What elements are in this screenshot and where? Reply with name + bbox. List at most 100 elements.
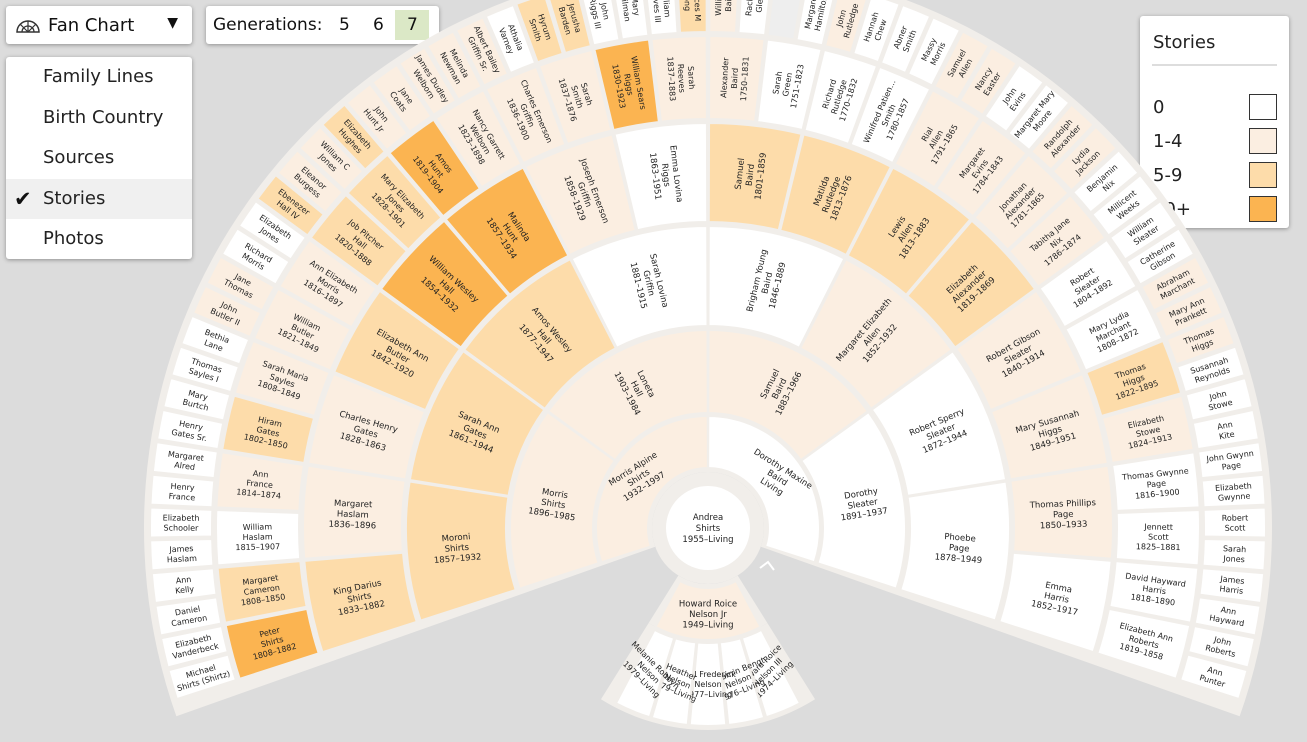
ancestor-wedge[interactable]: William SearsRiggs1830–1923	[593, 38, 660, 132]
ancestor-wedge[interactable]: HenryGates Sr.	[155, 408, 225, 451]
child-wedge[interactable]: HeatherNelson1979–Living	[650, 637, 706, 727]
ancestor-wedge[interactable]: Charles EmersonGriffin1836–1900	[484, 65, 567, 165]
ancestor-wedge[interactable]: CatherineGibson	[1125, 227, 1196, 286]
ancestor-wedge[interactable]: Frances MLong	[677, 0, 708, 34]
ancestor-wedge[interactable]: JaneThomas	[205, 255, 276, 312]
ancestor-wedge[interactable]: Charles HenryGates1828–1863	[307, 372, 427, 481]
ancestor-wedge[interactable]: MargaretEvins1784–1843	[934, 118, 1028, 218]
ancestor-wedge[interactable]: JamesHarris	[1198, 567, 1266, 605]
ancestor-wedge[interactable]: Amos WesleyHall1877–1947	[462, 257, 618, 411]
ancestor-wedge[interactable]: Sarah LovinaGriffin1881–1915	[570, 224, 709, 350]
ancestor-wedge[interactable]: RachelGlen	[737, 0, 772, 37]
ancestor-wedge[interactable]: ThomasSayles I	[170, 345, 241, 394]
ancestor-wedge[interactable]: JamesHaslam	[149, 538, 215, 572]
ancestor-wedge[interactable]: LydiaJackson	[1051, 125, 1119, 192]
ancestor-wedge[interactable]: MassyMorris	[906, 16, 962, 87]
ancestor-wedge[interactable]: RichardMorris	[220, 227, 291, 286]
ancestor-wedge[interactable]: AbrahamMarchant	[1140, 255, 1211, 312]
ancestor-wedge[interactable]: SamuelBaird1883–1966	[707, 328, 870, 462]
ancestor-wedge[interactable]: SarahGreen1751–1823	[756, 38, 823, 132]
ancestor-wedge[interactable]: Mary LydiaMarchant1808–1872	[1064, 287, 1164, 372]
ancestor-wedge[interactable]: EbenezerHall IV	[256, 173, 326, 237]
ancestor-wedge[interactable]: LewisAllen1813–1883	[846, 166, 972, 297]
ancestor-wedge[interactable]: MargaretHaslam1836–1896	[302, 464, 407, 560]
ancestor-wedge[interactable]: MaryGilman	[611, 0, 650, 41]
ancestor-wedge[interactable]: AnnHayward	[1193, 596, 1262, 637]
ancestor-wedge[interactable]: AnnKite	[1191, 408, 1261, 451]
ancestor-wedge[interactable]: MargaretAlred	[151, 441, 220, 480]
ancestor-wedge[interactable]: JennettScott1825–1881	[1114, 508, 1201, 567]
ancestor-wedge[interactable]: David HaywardHarris1818–1890	[1108, 560, 1200, 624]
ancestor-wedge[interactable]: SusannahReynolds	[1175, 345, 1246, 394]
ancestor-wedge[interactable]: Elizabeth Schooler	[149, 506, 214, 539]
ancestor-wedge[interactable]: HiramGates1802–1850	[221, 394, 316, 465]
ancestor-wedge[interactable]: Mary AnnPrankett	[1153, 284, 1225, 339]
ancestor-wedge[interactable]: SarahReeves1837–1883	[650, 34, 708, 123]
ancestor-wedge[interactable]: MargaretCameron1808–1850	[216, 560, 308, 624]
ancestor-wedge[interactable]: ElizabethAlexander1819–1869	[905, 219, 1037, 349]
menu-item-family-lines[interactable]: Family Lines	[6, 57, 192, 98]
ancestor-wedge[interactable]: Thomas GwynnePage1816–1900	[1110, 451, 1201, 512]
generation-option-5[interactable]: 5	[339, 15, 350, 35]
ancestor-wedge[interactable]: Sarah AnnGates1861–1944	[408, 349, 546, 498]
ancestor-wedge[interactable]: RichardRutledge1770–1832	[803, 48, 879, 146]
menu-item-stories[interactable]: ✔ Stories	[6, 178, 192, 219]
ancestor-wedge[interactable]: Tabitha JaneNix1786–1874	[1007, 193, 1107, 289]
ancestor-wedge[interactable]: MalindaHunt1857–1934	[444, 166, 570, 297]
ancestor-wedge[interactable]	[766, 0, 805, 41]
expand-descendants-icon[interactable]	[759, 560, 775, 571]
child-wedge[interactable]: Paul Frederick Nelson 1977–Living	[680, 641, 736, 728]
ancestor-wedge[interactable]: EmmaHarris1852–1917	[998, 551, 1113, 654]
ancestor-wedge[interactable]: ElizabethStowe1824–1913	[1100, 394, 1195, 465]
ancestor-wedge[interactable]: MichaelShirts (Shirtz)	[167, 653, 238, 701]
child-wedge[interactable]: Benjamin BengtNelson1976–Living	[703, 637, 773, 727]
ancestor-wedge[interactable]: MoroniShirts1857–1932	[405, 480, 517, 622]
menu-item-photos[interactable]: Photos	[6, 219, 192, 260]
chart-type-dropdown[interactable]: Fan Chart ▼	[6, 6, 192, 44]
ancestor-wedge[interactable]: DanielCameron	[154, 596, 223, 637]
ancestor-wedge[interactable]: AbnerSmith	[879, 3, 932, 75]
ancestor-wedge[interactable]: JohnStowe	[1184, 376, 1254, 422]
ancestor-wedge[interactable]: JohnRutledge	[823, 0, 869, 55]
ancestor-wedge[interactable]: AnnFrance1814–1874	[215, 451, 306, 512]
ancestor-wedge[interactable]: Winifred Patien…Smith1780–1857	[849, 65, 932, 165]
ancestor-wedge[interactable]: Elizabeth AnnButler1842–1920	[332, 289, 462, 412]
ancestor-wedge[interactable]: HyrumSmith	[514, 0, 565, 64]
center-person[interactable]: Andrea Shirts 1955–Living	[652, 472, 764, 584]
ancestor-wedge[interactable]: JohnRoberts	[1187, 624, 1257, 669]
ancestor-wedge[interactable]: JohnEvins	[983, 63, 1046, 134]
menu-item-sources[interactable]: Sources	[6, 138, 192, 179]
generation-option-6[interactable]: 6	[373, 15, 384, 35]
ancestor-wedge[interactable]: RobertSleater1804–1892	[1038, 238, 1139, 329]
ancestor-wedge[interactable]: MorrisShirts1896–1985	[509, 410, 617, 590]
ancestor-wedge[interactable]: MillicentWeeks	[1090, 173, 1160, 237]
ancestor-wedge[interactable]: King DariusShirts1833–1882	[303, 551, 418, 654]
ancestor-wedge[interactable]: AlexanderBaird1750–1831	[708, 34, 766, 123]
ancestor-wedge[interactable]: Emma LovinaRiggs1863–1951	[613, 121, 709, 232]
spouse-wedge[interactable]: Howard Roice Nelson Jr 1949–Living	[648, 575, 768, 641]
ancestor-wedge[interactable]: John GwynnPage	[1196, 441, 1265, 480]
ancestor-wedge[interactable]: JohnButler II	[191, 284, 263, 339]
ancestor-wedge[interactable]: ElizabethGwynne	[1200, 473, 1267, 509]
ancestor-wedge[interactable]: ThomasHiggs	[1165, 314, 1236, 366]
ancestor-wedge[interactable]: ThomasHiggs1822–1895	[1084, 339, 1183, 418]
ancestor-wedge[interactable]: Robert GibsonSleater1840–1914	[954, 289, 1084, 412]
ancestor-wedge[interactable]: BenjaminNix	[1071, 148, 1140, 214]
ancestor-wedge[interactable]: WilliamReeves III	[644, 0, 679, 37]
ancestor-wedge[interactable]: Thomas PhillipsPage1850–1933	[1009, 464, 1114, 560]
ancestor-wedge[interactable]: NancyEaster	[958, 45, 1019, 117]
ancestor-wedge[interactable]: ElizabethVanderbeck	[159, 624, 229, 669]
ancestor-wedge[interactable]: William CJones	[297, 125, 365, 192]
ancestor-wedge[interactable]: SamuelAllen	[932, 30, 991, 101]
ancestor-wedge[interactable]: HannahChew	[851, 0, 902, 64]
ancestor-wedge[interactable]: William WesleyHall1854–1932	[379, 219, 511, 349]
ancestor-wedge[interactable]: Morris AlpineShirts1932–1997	[595, 414, 709, 564]
ancestor-wedge[interactable]: Robert SperrySleater1872–1944	[870, 349, 1008, 498]
ancestor-wedge[interactable]: Job PitcherHall1820–1888	[309, 193, 409, 289]
ancestor-wedge[interactable]: MatildaRutledge1813–1876	[779, 133, 893, 257]
ancestor-wedge[interactable]: SarahSmith1837–1876	[537, 48, 613, 146]
ancestor-wedge[interactable]: Robert Scott	[1202, 506, 1267, 539]
ancestor-wedge[interactable]: JonathanAlexander1781–1865	[973, 153, 1070, 251]
ancestor-wedge[interactable]: WilliamHaslam1815–1907	[215, 508, 302, 567]
child-wedge[interactable]: Howard RoiceNelson III1974–Living	[738, 628, 802, 719]
